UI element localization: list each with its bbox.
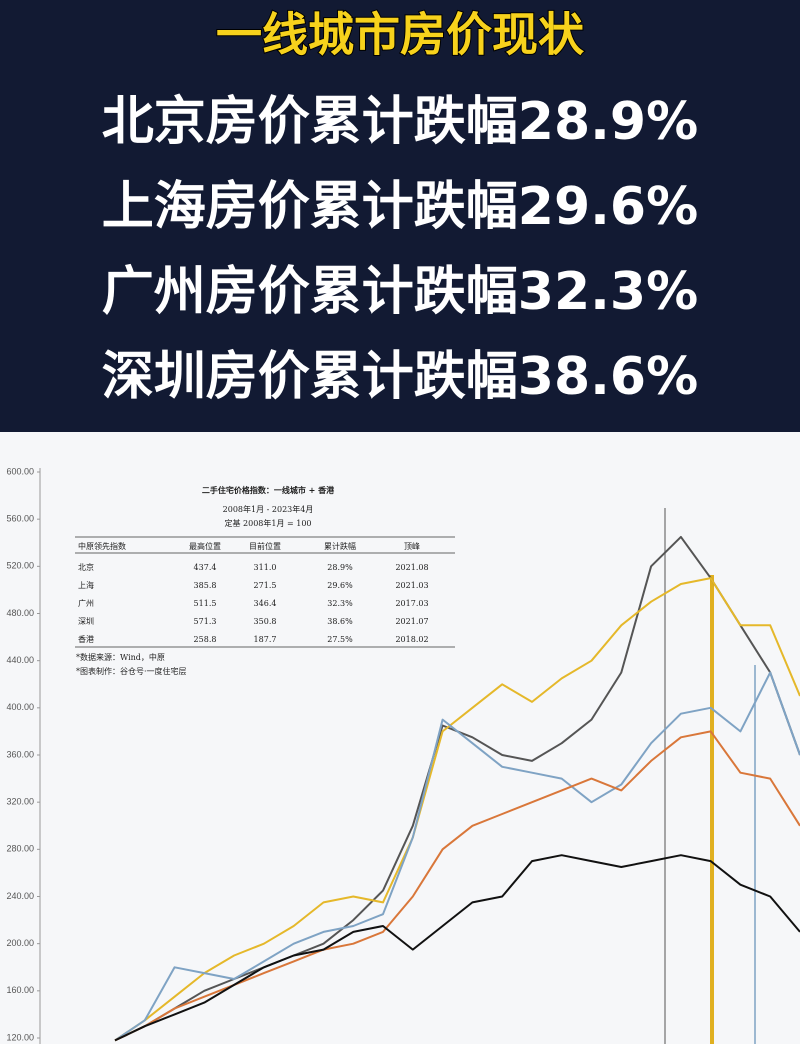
y-tick-label: 360.00 [6,749,34,759]
column-header: 最高位置 [189,541,221,551]
y-tick-label: 320.00 [6,797,34,807]
table-cell: 上海 [78,580,94,590]
table-cell: 437.4 [194,563,217,572]
y-tick-label: 120.00 [6,1032,34,1042]
y-tick-label: 200.00 [6,938,34,948]
table-cell: 2017.03 [395,599,428,608]
inset-subtitle: 2008年1月 - 2023年4月 [223,504,314,514]
table-cell: 2018.02 [395,635,428,644]
y-tick-label: 440.00 [6,655,34,665]
table-cell: 香港 [78,634,94,644]
y-tick-label: 240.00 [6,891,34,901]
table-cell: 北京 [78,562,94,572]
table-cell: 385.8 [194,581,217,590]
series-line [114,854,800,1042]
table-note: *数据来源：Wind，中原 [76,652,165,662]
inset-table-bg [72,480,462,685]
table-cell: 32.3% [327,599,353,608]
table-cell: 深圳 [78,616,94,626]
y-tick-label: 400.00 [6,702,34,712]
column-header: 累计跌幅 [324,541,356,551]
table-cell: 271.5 [254,581,277,590]
y-tick-label: 600.00 [6,466,34,476]
y-tick-label: 560.00 [6,514,34,524]
inset-subtitle: 定基 2008年1月 = 100 [224,518,311,528]
column-header: 中原领先指数 [78,541,126,551]
column-header: 目前位置 [249,541,281,551]
y-tick-label: 520.00 [6,561,34,571]
headline: 广州房价累计跌幅32.3% [102,262,698,322]
table-cell: 571.3 [194,617,217,626]
header-bg [0,0,800,432]
series-line [114,671,800,1042]
series-line [114,577,800,1042]
y-tick-label: 160.00 [6,985,34,995]
inset-title: 二手住宅价格指数：一线城市 + 香港 [202,485,335,495]
table-cell: 258.8 [194,635,217,644]
table-cell: 511.5 [194,599,217,608]
column-header: 顶峰 [404,541,420,551]
table-cell: 350.8 [254,617,277,626]
headline: 北京房价累计跌幅28.9% [102,92,698,152]
headline: 上海房价累计跌幅29.6% [102,177,698,237]
headline: 深圳房价累计跌幅38.6% [102,347,698,407]
table-cell: 广州 [78,598,94,608]
table-cell: 2021.08 [395,563,428,572]
table-note: *图表制作：谷仓号·一度住宅层 [76,666,187,676]
table-cell: 2021.07 [395,617,428,626]
table-cell: 27.5% [327,635,353,644]
table-cell: 2021.03 [395,581,428,590]
table-cell: 311.0 [254,563,277,572]
y-tick-label: 280.00 [6,844,34,854]
y-tick-label: 480.00 [6,608,34,618]
title: 一线城市房价现状 [216,8,585,62]
table-cell: 346.4 [254,599,277,608]
table-cell: 29.6% [327,581,353,590]
table-cell: 187.7 [254,635,277,644]
table-cell: 28.9% [327,563,353,572]
table-cell: 38.6% [327,617,353,626]
